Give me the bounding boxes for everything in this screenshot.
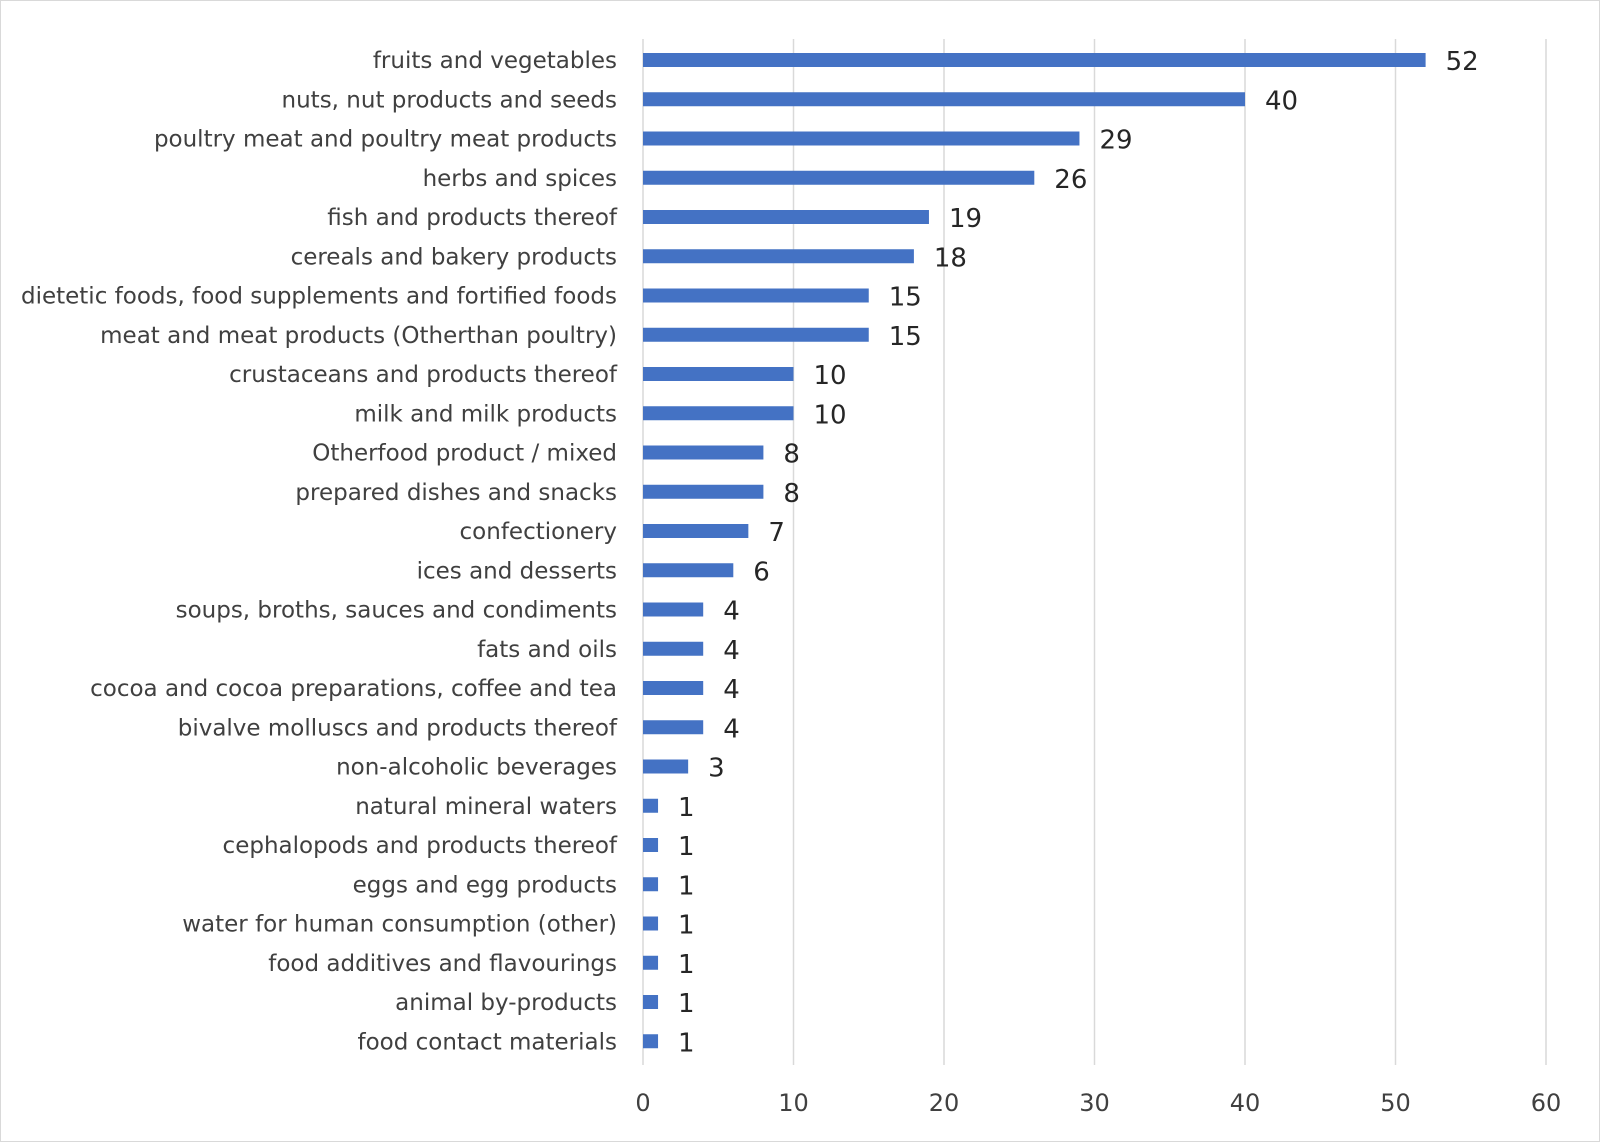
category-label: water for human consumption (other) (182, 912, 617, 938)
category-label: ices and desserts (417, 558, 617, 584)
category-label: fruits and vegetables (373, 48, 617, 74)
bar (643, 877, 659, 892)
bar (643, 995, 659, 1009)
bar (643, 602, 704, 617)
bar (643, 720, 704, 735)
data-label: 6 (753, 557, 770, 587)
category-label: crustaceans and products thereof (229, 362, 618, 388)
bar (643, 406, 794, 421)
gridlines (642, 39, 1547, 1065)
data-label: 15 (889, 322, 922, 352)
x-tick-label: 60 (1531, 1089, 1562, 1117)
data-label: 15 (889, 283, 922, 313)
category-label: cereals and bakery products (291, 244, 617, 270)
data-label: 18 (934, 243, 967, 273)
bar (643, 484, 764, 499)
bar (643, 798, 659, 813)
x-axis-tick-labels: 0 10 20 30 40 50 60 (635, 1089, 1561, 1117)
bar (643, 210, 929, 224)
category-label: fats and oils (477, 637, 617, 663)
x-tick-label: 20 (929, 1089, 960, 1117)
bar (643, 524, 749, 538)
bar (643, 327, 869, 342)
bar (643, 53, 1426, 67)
data-label: 7 (768, 518, 785, 548)
data-label: 1 (678, 911, 695, 941)
category-label: non-alcoholic beverages (336, 755, 617, 781)
bar (643, 1034, 659, 1049)
data-label: 1 (678, 871, 695, 901)
category-label: dietetic foods, food supplements and for… (21, 284, 617, 310)
data-label: 26 (1054, 165, 1087, 195)
data-label: 3 (708, 754, 725, 784)
x-tick-label: 10 (778, 1089, 809, 1117)
bar (643, 249, 914, 264)
bar (643, 955, 659, 970)
data-label: 29 (1099, 126, 1132, 156)
category-label: poultry meat and poultry meat products (154, 127, 617, 153)
category-label: milk and milk products (354, 401, 617, 427)
category-label: natural mineral waters (355, 794, 617, 820)
bar (643, 838, 659, 852)
bar (643, 288, 869, 303)
category-label: herbs and spices (423, 166, 617, 192)
bar (643, 92, 1245, 107)
x-tick-label: 0 (635, 1089, 650, 1117)
bar (643, 916, 659, 931)
bar (643, 563, 734, 578)
category-label: eggs and egg products (353, 872, 617, 898)
data-label: 40 (1265, 86, 1298, 116)
x-tick-label: 50 (1380, 1089, 1411, 1117)
category-label: soups, broths, sauces and condiments (176, 598, 617, 624)
bar (643, 641, 704, 656)
data-label: 4 (723, 636, 740, 666)
data-label: 1 (678, 832, 695, 862)
data-label: 8 (783, 440, 800, 470)
bar (643, 367, 794, 381)
bar (643, 170, 1035, 185)
data-label: 4 (723, 675, 740, 705)
bars (643, 53, 1426, 1049)
data-label: 10 (814, 400, 847, 430)
data-label: 4 (723, 714, 740, 744)
category-label: nuts, nut products and seeds (282, 87, 617, 113)
data-label: 1 (678, 989, 695, 1019)
category-label: Otherfood product / mixed (312, 441, 617, 467)
x-tick-label: 30 (1079, 1089, 1110, 1117)
data-label: 19 (949, 204, 982, 234)
data-label: 4 (723, 597, 740, 627)
category-label: meat and meat products (Otherthan poultr… (100, 323, 617, 349)
category-label: fish and products thereof (327, 205, 618, 231)
category-label: confectionery (460, 519, 617, 545)
bar (643, 445, 764, 460)
category-label: food additives and flavourings (268, 951, 617, 977)
x-tick-label: 40 (1230, 1089, 1261, 1117)
category-label: cocoa and cocoa preparations, coffee and… (90, 676, 617, 702)
data-label: 1 (678, 793, 695, 823)
data-label: 1 (678, 950, 695, 980)
category-labels: fruits and vegetables nuts, nut products … (21, 48, 618, 1055)
data-label: 8 (783, 479, 800, 509)
data-label: 10 (814, 361, 847, 391)
bar (643, 131, 1080, 146)
category-label: prepared dishes and snacks (295, 480, 617, 506)
bar (643, 759, 689, 774)
category-label: cephalopods and products thereof (223, 833, 618, 859)
category-label: animal by-products (395, 990, 617, 1016)
data-label: 52 (1446, 47, 1479, 77)
data-label: 1 (678, 1028, 695, 1058)
category-label: food contact materials (357, 1029, 617, 1055)
bar (643, 681, 704, 695)
category-label: bivalve molluscs and products thereof (178, 715, 618, 741)
